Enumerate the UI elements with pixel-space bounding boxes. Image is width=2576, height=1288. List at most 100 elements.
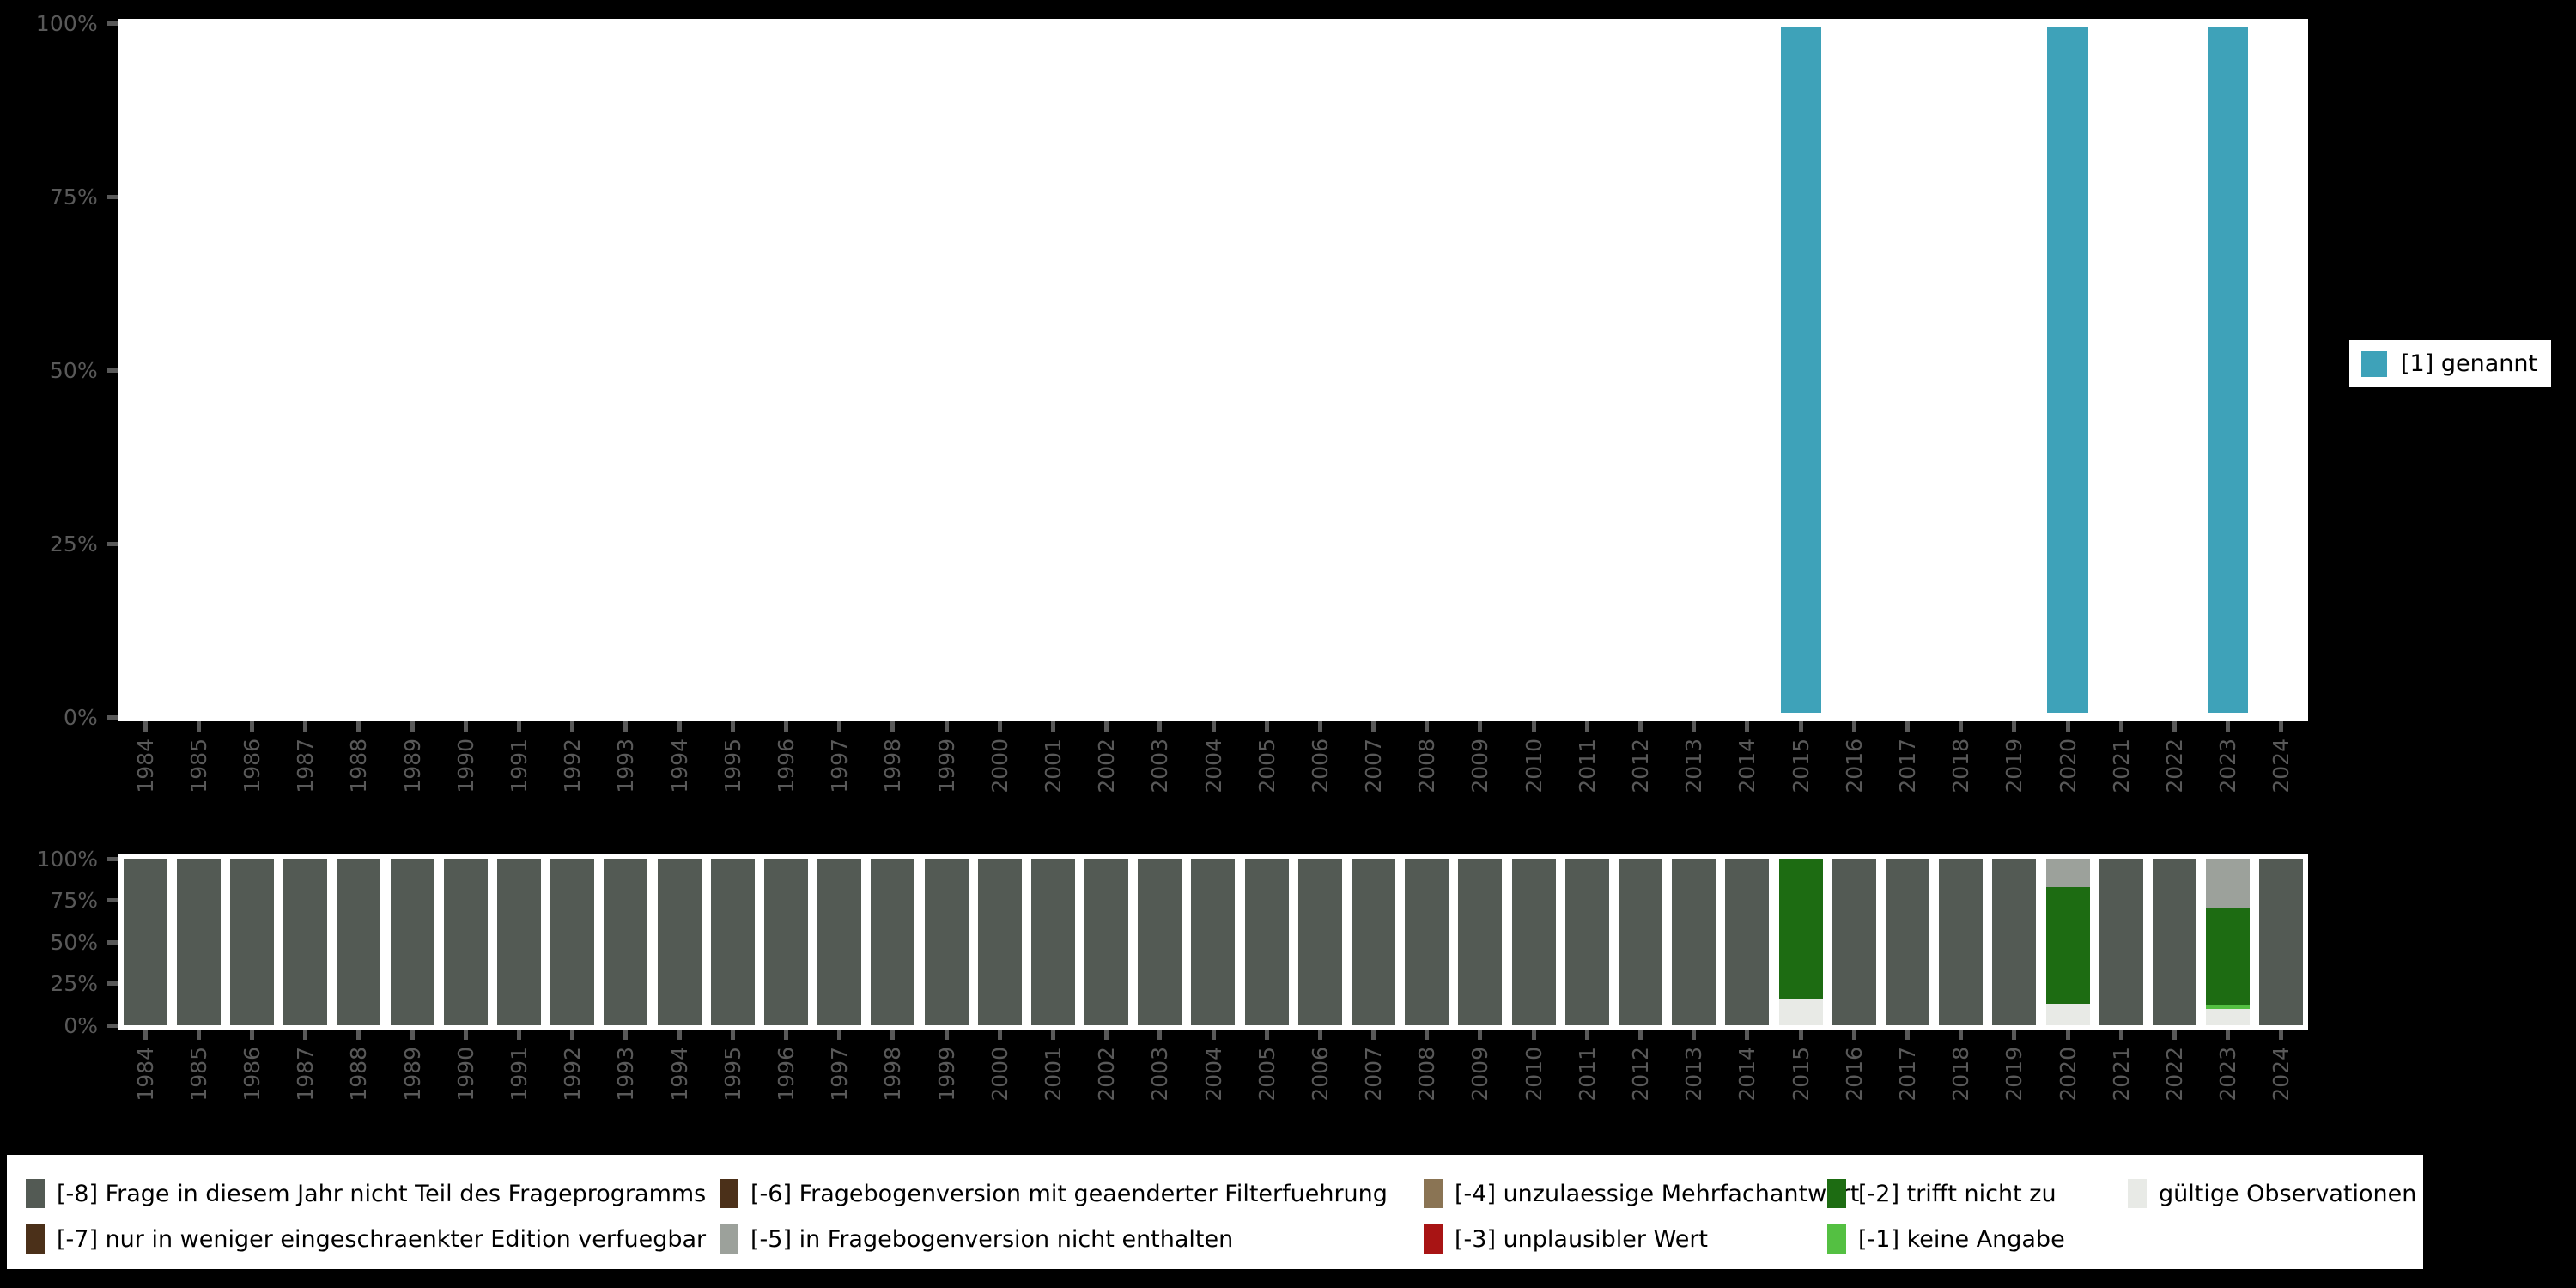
upper-x-tick: 1987 (289, 721, 323, 793)
lower-x-tick: 2004 (1196, 1030, 1230, 1102)
lower-bar-slot (1988, 859, 2041, 1025)
lower-bar-segment (1084, 859, 1129, 1025)
lower-x-tick: 2019 (1997, 1030, 2032, 1102)
upper-x-tick: 2023 (2211, 721, 2245, 793)
lower-bar-slot (1613, 859, 1667, 1025)
lower-x-tick-label: 2010 (1521, 1047, 1546, 1102)
lower-bar-slot (172, 859, 225, 1025)
lower-bar-segment (229, 859, 274, 1025)
upper-x-tick: 2009 (1463, 721, 1498, 793)
lower-bar-segment (1886, 859, 1930, 1025)
lower-x-tick-mark (1584, 1030, 1589, 1040)
upper-x-tick-mark (2172, 721, 2177, 732)
lower-bar-slot (653, 859, 706, 1025)
lower-x-tick-mark (1157, 1030, 1163, 1040)
upper-y-tick: 75% (50, 184, 118, 210)
upper-x-tick-mark (1050, 721, 1055, 732)
upper-x-tick-mark (516, 721, 521, 732)
lower-bar-segment (1030, 859, 1075, 1025)
lower-x-tick-label: 1996 (773, 1047, 799, 1102)
lower-bar-segment (2206, 1008, 2251, 1025)
lower-x-tick-label: 1988 (346, 1047, 372, 1102)
upper-bar-chart: 100% 75% 50% 25% 0% 1984 1985 1986 1987 1988 1989… (36, 11, 2552, 793)
upper-plot-area (118, 19, 2308, 721)
lower-x-tick-mark (1104, 1030, 1109, 1040)
legend-label: [-7] nur in weniger eingeschraenkter Edi… (57, 1225, 707, 1253)
lower-x-tick-label: 1992 (560, 1047, 586, 1102)
lower-x-tick-mark (1211, 1030, 1216, 1040)
lower-x-tick-mark (783, 1030, 788, 1040)
lower-bar-segment (977, 859, 1022, 1025)
upper-x-tick-label: 2001 (1040, 738, 1066, 793)
lower-x-tick-mark (1745, 1030, 1750, 1040)
upper-x-tick: 2016 (1837, 721, 1871, 793)
lower-bar-stack (1619, 859, 1663, 1025)
upper-x-tick-mark (944, 721, 949, 732)
lower-x-tick-mark (303, 1030, 308, 1040)
lower-x-tick-mark (570, 1030, 575, 1040)
lower-x-tick-label: 2012 (1628, 1047, 1654, 1102)
lower-x-tick-label: 1989 (399, 1047, 425, 1102)
lower-x-tick-mark (2172, 1030, 2177, 1040)
lower-bar-slot (866, 859, 920, 1025)
lower-x-tick: 2018 (1944, 1030, 1978, 1102)
lower-bar-segment (1458, 859, 1503, 1025)
lower-bar-segment (1619, 859, 1663, 1025)
lower-x-tick: 1987 (289, 1030, 323, 1102)
upper-x-tick-label: 2002 (1094, 738, 1120, 793)
upper-x-tick: 1999 (929, 721, 963, 793)
upper-x-tick-label: 1993 (613, 738, 639, 793)
lower-x-tick-label: 2009 (1467, 1047, 1493, 1102)
upper-x-tick-label: 2019 (2002, 738, 2027, 793)
lower-x-tick-mark (516, 1030, 521, 1040)
lower-x-tick-label: 2023 (2215, 1047, 2241, 1102)
lower-x-tick-mark (997, 1030, 1002, 1040)
lower-y-tick: 0% (64, 1013, 118, 1038)
lower-x-tick-mark (2065, 1030, 2070, 1040)
lower-bar-stack (1084, 859, 1129, 1025)
lower-bar-segment (604, 859, 648, 1025)
legend-label: gültige Observationen (2159, 1180, 2417, 1207)
lower-bar-slot (1774, 859, 1827, 1025)
upper-x-tick-mark (1798, 721, 1803, 732)
lower-x-tick-label: 1997 (827, 1047, 853, 1102)
lower-x-tick-label: 1986 (239, 1047, 264, 1102)
lower-bar-slot (2094, 859, 2148, 1025)
lower-x-tick-mark (2012, 1030, 2017, 1040)
upper-x-tick-mark (2118, 721, 2123, 732)
lower-bar-stack (1458, 859, 1503, 1025)
upper-x-tick-label: 1990 (453, 738, 478, 793)
lower-bar-segment (2045, 886, 2090, 1004)
upper-x-tick: 1985 (181, 721, 216, 793)
lower-bar-stack (1832, 859, 1876, 1025)
upper-x-tick-mark (730, 721, 735, 732)
lower-bar-slot (1668, 859, 1721, 1025)
legend-label: [-6] Fragebogenversion mit geaenderter F… (750, 1180, 1388, 1207)
upper-y-tick-mark (107, 368, 118, 373)
lower-bar-stack (1030, 859, 1075, 1025)
lower-x-tick-label: 2022 (2162, 1047, 2187, 1102)
lower-bar-slot (332, 859, 386, 1025)
lower-bar-segment (1672, 859, 1716, 1025)
lower-x-tick: 2023 (2211, 1030, 2245, 1102)
lower-bar-stack (1405, 859, 1449, 1025)
lower-bar-stack (1992, 859, 2037, 1025)
lower-y-tick: 50% (50, 930, 118, 955)
lower-bar-segment (2206, 1005, 2251, 1009)
upper-x-tick-label: 1995 (720, 738, 745, 793)
upper-bar-slot (2041, 19, 2094, 721)
lower-bar-slot (1507, 859, 1560, 1025)
lower-x-tick: 2016 (1837, 1030, 1871, 1102)
upper-x-tick-mark (303, 721, 308, 732)
lower-bar-stack (1191, 859, 1236, 1025)
legend-item: gültige Observationen (2128, 1179, 2416, 1208)
lower-bar-stack (2259, 859, 2304, 1025)
lower-bar-stack (1138, 859, 1182, 1025)
lower-x-tick-label: 2003 (1147, 1047, 1173, 1102)
upper-bar-slot (2202, 19, 2255, 721)
lower-bar-segment (390, 859, 434, 1025)
upper-x-tick: 2019 (1997, 721, 2032, 793)
upper-x-tick: 2013 (1677, 721, 1711, 793)
upper-x-tick-label: 2000 (987, 738, 1012, 793)
lower-bar-stack (390, 859, 434, 1025)
